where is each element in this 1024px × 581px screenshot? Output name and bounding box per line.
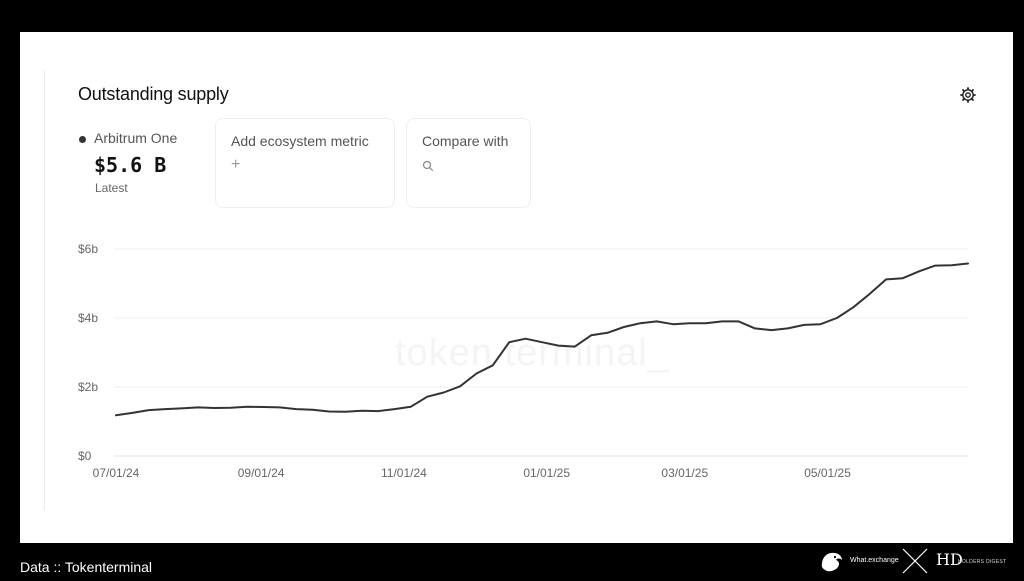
y-tick-label: $0 xyxy=(78,449,92,463)
chart-title: Outstanding supply xyxy=(78,84,229,104)
gear-icon[interactable] xyxy=(960,87,976,103)
series-line xyxy=(115,262,969,417)
holders-digest-label: HOLDERS DIGEST xyxy=(958,559,1007,565)
what-exchange-label: What.exchange xyxy=(850,557,899,564)
y-tick-label: $6b xyxy=(78,242,98,256)
add-metric-label: Add ecosystem metric xyxy=(231,133,369,149)
x-tick-label: 11/01/24 xyxy=(381,466,427,480)
series-latest-label: Latest xyxy=(95,181,128,195)
series-name: Arbitrum One xyxy=(94,130,178,146)
what-exchange-logo xyxy=(821,552,842,572)
card-border xyxy=(44,70,45,510)
x-tick-label: 09/01/24 xyxy=(238,466,285,480)
plus-icon: + xyxy=(231,156,241,173)
x-tick-label: 03/01/25 xyxy=(661,466,708,480)
compare-with-button[interactable]: Compare with xyxy=(406,118,531,208)
y-tick-label: $2b xyxy=(78,380,98,394)
holders-digest-mark: HD xyxy=(936,550,963,569)
add-ecosystem-metric-button[interactable]: Add ecosystem metric + xyxy=(215,118,395,208)
x-tick-label: 01/01/25 xyxy=(523,466,570,480)
watermark: token terminal_ xyxy=(395,332,670,374)
series-latest-value: $5.6 B xyxy=(94,153,167,177)
chart-panel xyxy=(20,32,1013,543)
x-tick-label: 07/01/24 xyxy=(93,466,140,480)
y-tick-label: $4b xyxy=(78,311,98,325)
compare-label: Compare with xyxy=(422,133,509,149)
series-color-dot xyxy=(79,136,86,143)
data-source-label: Data :: Tokenterminal xyxy=(20,559,153,575)
search-icon xyxy=(422,160,434,172)
x-tick-label: 05/01/25 xyxy=(804,466,851,480)
cross-mark-icon xyxy=(902,548,928,574)
